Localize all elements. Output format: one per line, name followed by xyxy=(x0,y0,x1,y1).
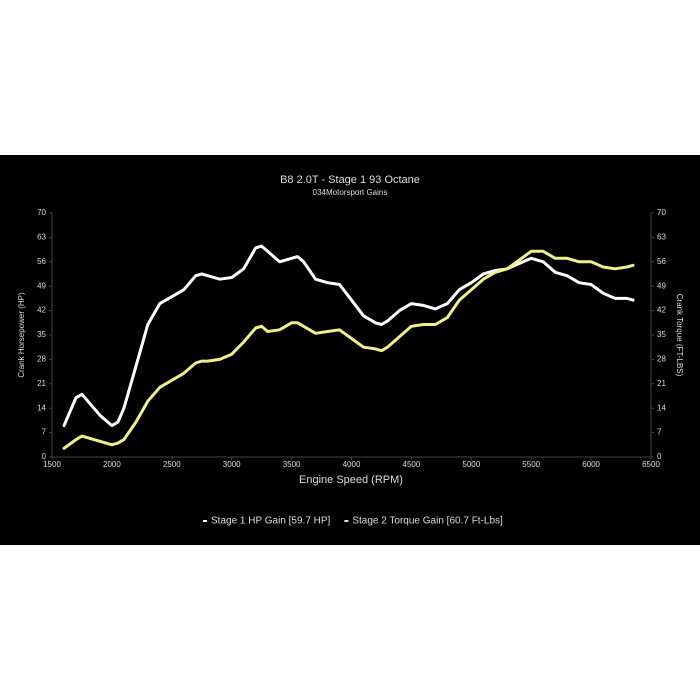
y-tick-label: 21 xyxy=(37,379,46,388)
x-tick-label: 3500 xyxy=(283,460,301,469)
y2-tick-label: 21 xyxy=(657,379,666,388)
x-tick-label: 2000 xyxy=(103,460,121,469)
y2-tick-label: 63 xyxy=(657,233,666,242)
y-tick-label: 63 xyxy=(37,233,46,242)
x-tick-label: 3000 xyxy=(223,460,241,469)
x-tick-label: 4500 xyxy=(403,460,421,469)
y-axis-label: Crank Horsepower (HP) xyxy=(17,292,26,378)
y2-tick-label: 35 xyxy=(657,330,666,339)
y-tick-label: 35 xyxy=(37,330,46,339)
y-tick-label: 28 xyxy=(37,355,46,364)
legend-label: Stage 1 HP Gain [59.7 HP] xyxy=(211,516,331,527)
y2-tick-label: 7 xyxy=(657,428,662,437)
y2-tick-label: 49 xyxy=(657,281,666,290)
y2-axis-label: Crank Torque (FT-LBS) xyxy=(675,294,684,377)
y2-tick-label: 28 xyxy=(657,355,666,364)
y-tick-label: 56 xyxy=(37,257,46,266)
x-tick-label: 5000 xyxy=(462,460,480,469)
y-tick-label: 14 xyxy=(37,403,46,412)
chart-subtitle: 034Motorsport Gains xyxy=(313,188,388,197)
x-tick-label: 5500 xyxy=(522,460,540,469)
x-tick-label: 1500 xyxy=(43,460,61,469)
series-line xyxy=(62,249,635,450)
y2-tick-label: 42 xyxy=(657,306,666,315)
chart-background xyxy=(0,155,700,545)
x-axis-label: Engine Speed (RPM) xyxy=(299,474,403,486)
x-tick-label: 6500 xyxy=(642,460,660,469)
y2-tick-label: 56 xyxy=(657,257,666,266)
x-tick-label: 2500 xyxy=(163,460,181,469)
y2-tick-label: 70 xyxy=(657,208,666,217)
y2-tick-label: 14 xyxy=(657,403,666,412)
series-line xyxy=(62,244,635,428)
y2-tick-label: 0 xyxy=(657,452,662,461)
x-tick-label: 6000 xyxy=(582,460,600,469)
x-tick-label: 4000 xyxy=(343,460,361,469)
y-tick-label: 70 xyxy=(37,208,46,217)
y-tick-label: 42 xyxy=(37,306,46,315)
chart-title: B8 2.0T - Stage 1 93 Octane xyxy=(280,174,420,186)
y-tick-label: 49 xyxy=(37,281,46,290)
legend-label: Stage 2 Torque Gain [60.7 Ft-Lbs] xyxy=(352,516,503,527)
y-tick-label: 7 xyxy=(42,428,47,437)
y-tick-label: 0 xyxy=(42,452,47,461)
